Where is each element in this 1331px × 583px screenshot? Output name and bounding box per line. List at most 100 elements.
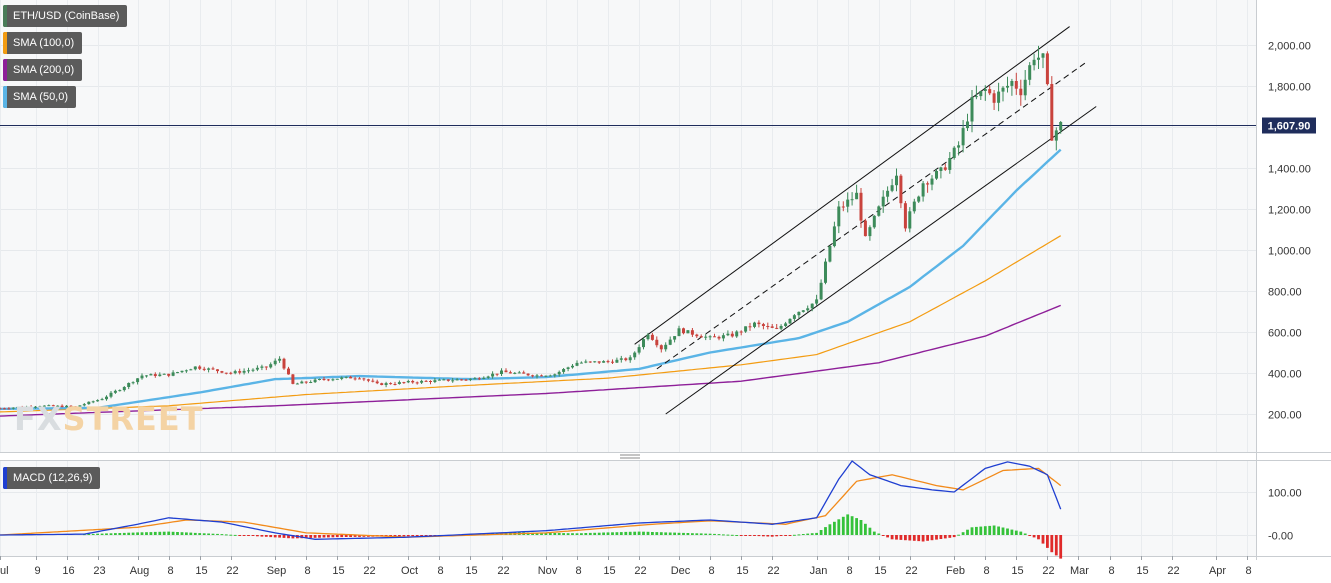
macd-histogram-bar xyxy=(673,532,676,535)
candle-body xyxy=(726,333,730,336)
sma-100-line xyxy=(0,235,1062,413)
macd-histogram-bar xyxy=(304,535,308,539)
candle-body xyxy=(322,379,326,380)
macd-histogram-bar xyxy=(136,532,139,535)
pane-resize-handle[interactable] xyxy=(620,454,640,459)
candle-body xyxy=(713,336,716,338)
macd-histogram-bar xyxy=(1059,535,1063,559)
candle-body xyxy=(224,372,228,374)
candle-body xyxy=(983,89,987,91)
macd-histogram-bar xyxy=(757,535,761,537)
candle-body xyxy=(451,380,455,382)
candle-body xyxy=(824,261,827,283)
macd-histogram-bar xyxy=(877,533,881,535)
candle-body xyxy=(673,336,677,340)
time-tick-label: Jul xyxy=(0,565,9,577)
candle-body xyxy=(446,379,450,381)
candle-body xyxy=(517,372,521,374)
legend-ethusd[interactable]: ETH/USD (CoinBase) xyxy=(3,5,128,27)
legend-sma-200[interactable]: SMA (200,0) xyxy=(3,59,83,81)
macd-histogram-bar xyxy=(167,531,171,535)
candle-body xyxy=(429,381,432,382)
time-tick-label: 23 xyxy=(93,565,105,577)
macd-histogram-bar xyxy=(100,533,104,535)
macd-histogram-bar xyxy=(553,533,557,535)
candle-body xyxy=(437,379,441,381)
candle-body xyxy=(402,382,406,384)
candle-body xyxy=(229,372,233,374)
macd-histogram-bar xyxy=(548,532,552,535)
macd-histogram-bar xyxy=(1054,535,1058,556)
macd-histogram-bar xyxy=(185,532,188,535)
macd-histogram-bar xyxy=(748,535,752,536)
candle-body xyxy=(78,405,82,407)
candle-body xyxy=(593,361,597,363)
macd-histogram-bar xyxy=(171,531,175,535)
macd-histogram-bar xyxy=(122,532,126,535)
candle-body xyxy=(295,383,299,385)
macd-histogram-bar xyxy=(717,534,721,536)
current-price-badge xyxy=(1262,117,1316,134)
macd-histogram-bar xyxy=(247,535,250,536)
candle-body xyxy=(775,327,779,329)
macd-histogram-bar xyxy=(975,526,978,535)
candle-body xyxy=(828,246,832,262)
macd-histogram-bar xyxy=(220,534,224,536)
time-tick-label: Nov xyxy=(538,565,558,577)
candle-body xyxy=(868,227,872,237)
candle-body xyxy=(917,196,921,202)
legend-sma-50[interactable]: SMA (50,0) xyxy=(3,86,77,108)
candle-body xyxy=(29,406,33,408)
macd-histogram-bar xyxy=(145,532,148,535)
candle-body xyxy=(757,322,761,325)
time-tick-label: Feb xyxy=(946,565,965,577)
price-tick-label: 800.00 xyxy=(1268,287,1302,299)
macd-histogram-bar xyxy=(273,535,277,538)
candle-body xyxy=(109,392,113,397)
time-tick-label: Apr xyxy=(1209,565,1226,577)
candle-body xyxy=(753,322,756,327)
legend-label: SMA (100,0) xyxy=(13,37,75,49)
macd-histogram-bar xyxy=(713,533,716,535)
macd-histogram-bar xyxy=(819,530,823,535)
candle-body xyxy=(491,373,495,377)
macd-histogram-bar xyxy=(770,535,774,537)
candle-body xyxy=(801,310,805,312)
candle-body xyxy=(815,299,819,304)
candle-body xyxy=(788,318,792,324)
macd-histogram-bar xyxy=(1023,533,1027,535)
macd-histogram-bar xyxy=(966,529,969,535)
macd-histogram-bar xyxy=(628,531,632,535)
candle-body xyxy=(468,378,472,380)
macd-histogram-bar xyxy=(793,534,796,536)
candle-body xyxy=(500,370,503,374)
candle-body xyxy=(850,199,854,201)
macd-histogram-bar xyxy=(233,534,237,536)
candle-body xyxy=(167,373,171,376)
candle-body xyxy=(784,323,788,326)
macd-histogram-bar xyxy=(611,532,614,535)
candle-body xyxy=(477,378,481,380)
candle-body xyxy=(38,406,42,408)
time-tick-label: Mar xyxy=(1070,565,1089,577)
time-tick-label: 8 xyxy=(304,565,310,577)
macd-histogram-bar xyxy=(983,526,987,535)
macd-histogram-bar xyxy=(957,534,960,536)
time-tick-label: 15 xyxy=(195,565,207,577)
macd-histogram-bar xyxy=(406,535,410,537)
candle-body xyxy=(238,371,242,373)
macd-histogram-bar xyxy=(810,533,814,535)
legend-macd[interactable]: MACD (12,26,9) xyxy=(3,467,101,489)
candle-body xyxy=(1041,53,1045,58)
candle-body xyxy=(495,373,499,375)
macd-histogram-bar xyxy=(686,533,690,535)
macd-histogram-bar xyxy=(420,535,423,537)
candle-body xyxy=(318,379,321,380)
macd-histogram-bar xyxy=(269,535,273,538)
candle-body xyxy=(855,192,859,200)
candle-body xyxy=(513,372,517,374)
candle-body xyxy=(1001,87,1005,92)
legend-sma-100[interactable]: SMA (100,0) xyxy=(3,32,83,54)
time-tick-label: Sep xyxy=(267,565,287,577)
macd-histogram-bar xyxy=(908,535,912,541)
